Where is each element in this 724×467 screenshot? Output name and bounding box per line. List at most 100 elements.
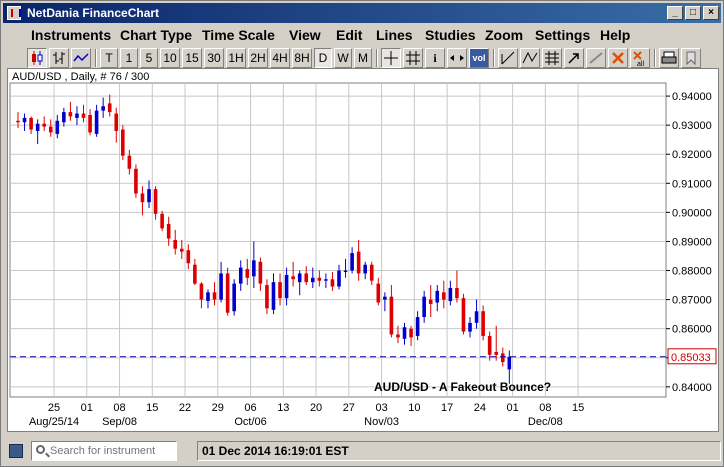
print-icon[interactable] <box>659 48 679 68</box>
period-4h-button[interactable]: 4H <box>270 48 290 68</box>
candle-body <box>160 213 164 229</box>
status-datetime: 01 Dec 2014 16:19:01 EST <box>197 441 721 461</box>
candle-body <box>22 117 27 123</box>
menu-instruments[interactable]: Instruments <box>31 27 112 43</box>
candle-body <box>127 155 132 169</box>
period-10m-button[interactable]: 10 <box>160 48 180 68</box>
candle-body <box>487 335 492 355</box>
search-input[interactable] <box>50 443 174 459</box>
candle-body <box>461 298 466 332</box>
candle-body <box>48 126 53 133</box>
candle-body <box>343 270 348 272</box>
x-tick-label: 22 <box>179 402 191 414</box>
eraser-icon[interactable] <box>586 48 606 68</box>
close-button[interactable]: × <box>703 6 719 20</box>
menu-chart-type[interactable]: Chart Type <box>120 27 193 43</box>
candle-body <box>153 189 158 214</box>
candle-body <box>173 240 178 249</box>
bookmark-icon[interactable] <box>681 48 701 68</box>
period-5m-button[interactable]: 5 <box>140 48 158 68</box>
candle-body <box>422 296 426 318</box>
candle-body <box>278 282 282 299</box>
line-chart-icon[interactable] <box>71 48 91 68</box>
grid-icon[interactable] <box>403 48 423 68</box>
candle-body <box>297 273 302 283</box>
period-1h-button[interactable]: 1H <box>226 48 246 68</box>
current-price-box <box>667 348 717 365</box>
x-month-label: Dec/08 <box>528 416 563 428</box>
status-indicator-icon <box>9 444 23 458</box>
crosshair-icon[interactable] <box>381 48 401 68</box>
ohlc-bar-icon[interactable] <box>49 48 69 68</box>
period-monthly-button[interactable]: M <box>354 48 372 68</box>
x-tick-label: 08 <box>113 402 125 414</box>
candlestick-icon[interactable] <box>27 48 47 68</box>
plot-area <box>9 82 667 398</box>
candle-body <box>238 267 243 284</box>
price-chart[interactable]: 0.840000.850000.860000.870000.880000.890… <box>8 69 718 431</box>
delete-all-icon[interactable]: all <box>630 48 650 68</box>
chart-panel[interactable]: 0.840000.850000.860000.870000.880000.890… <box>7 68 719 432</box>
y-tick-label: 0.86000 <box>672 324 712 336</box>
period-30m-button[interactable]: 30 <box>204 48 224 68</box>
delete-all-label: all <box>637 61 644 67</box>
menu-view[interactable]: View <box>289 27 321 43</box>
y-tick-label: 0.84000 <box>672 382 712 394</box>
period-weekly-button[interactable]: W <box>334 48 352 68</box>
x-tick-label: 15 <box>146 402 158 414</box>
candle-body <box>337 270 341 287</box>
period-15m-button[interactable]: 15 <box>182 48 202 68</box>
pan-icon[interactable] <box>447 48 467 68</box>
menu-time-scale[interactable]: Time Scale <box>202 27 275 43</box>
cursor-icon[interactable] <box>564 48 584 68</box>
y-tick-label: 0.91000 <box>672 178 712 190</box>
x-tick-label: 15 <box>572 402 584 414</box>
candle-body <box>206 292 210 302</box>
menu-zoom[interactable]: Zoom <box>485 27 524 43</box>
menu-edit[interactable]: Edit <box>336 27 363 43</box>
candle-body <box>448 287 453 302</box>
period-daily-button[interactable]: D <box>314 48 332 68</box>
candle-body <box>271 282 276 310</box>
candle-body <box>265 285 269 309</box>
candle-body <box>356 251 361 274</box>
maximize-button[interactable]: □ <box>685 6 701 20</box>
info-icon[interactable]: i <box>425 48 445 68</box>
candle-body <box>62 112 66 123</box>
candle-body <box>193 264 197 284</box>
period-tick-button[interactable]: T <box>100 48 118 68</box>
menu-lines[interactable]: Lines <box>376 27 413 43</box>
period-8h-button[interactable]: 8H <box>292 48 312 68</box>
menu-settings[interactable]: Settings <box>535 27 591 43</box>
instrument-search[interactable] <box>31 441 177 461</box>
fibonacci-icon[interactable] <box>542 48 562 68</box>
candle-body <box>396 334 400 338</box>
trendline-icon[interactable] <box>498 48 518 68</box>
x-tick-label: 10 <box>408 402 420 414</box>
candle-body <box>350 253 354 271</box>
menu-help[interactable]: Help <box>600 27 631 43</box>
channel-icon[interactable] <box>520 48 540 68</box>
candle-body <box>474 311 479 323</box>
period-2h-button[interactable]: 2H <box>248 48 268 68</box>
candle-body <box>324 279 328 281</box>
candle-body <box>140 193 145 203</box>
candle-body <box>212 292 217 300</box>
candle-body <box>134 168 138 194</box>
volume-icon[interactable]: vol <box>469 48 489 68</box>
candle-body <box>435 290 440 303</box>
minimize-button[interactable]: _ <box>667 6 683 20</box>
candle-body <box>55 120 60 134</box>
delete-icon[interactable] <box>608 48 628 68</box>
candle-body <box>330 279 335 287</box>
candle-body <box>455 287 459 299</box>
x-tick-label: 27 <box>343 402 355 414</box>
menu-studies[interactable]: Studies <box>425 27 476 43</box>
candle-body <box>29 117 33 130</box>
candle-body <box>81 113 86 118</box>
candle-body <box>258 261 263 284</box>
candle-body <box>166 224 171 239</box>
candle-body <box>107 103 112 113</box>
period-1m-button[interactable]: 1 <box>120 48 138 68</box>
